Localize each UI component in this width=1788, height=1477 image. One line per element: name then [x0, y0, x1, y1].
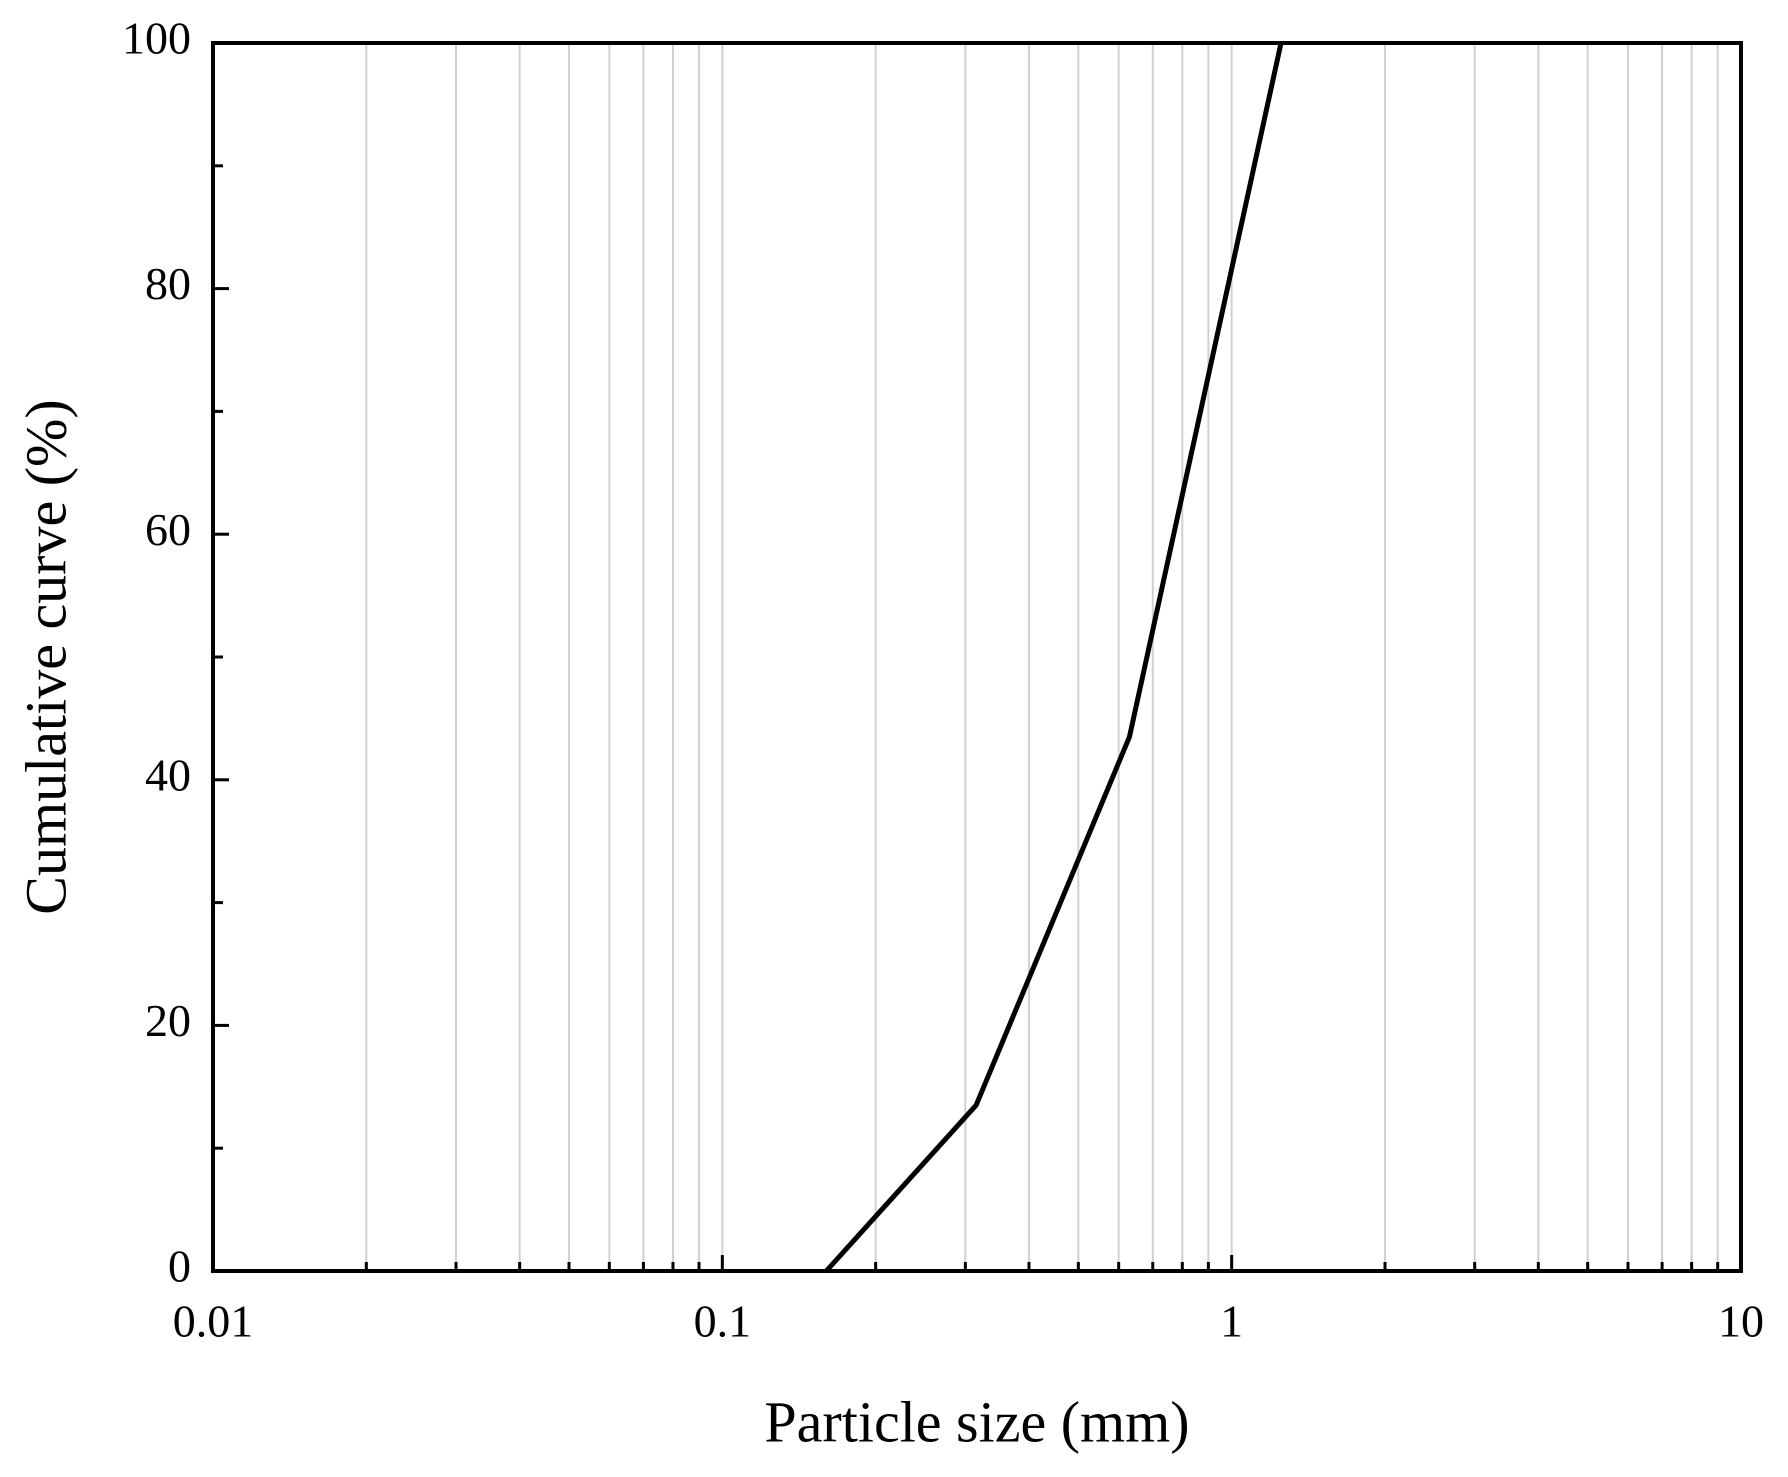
y-tick-label: 100: [122, 13, 191, 64]
y-axis-title: Cumulative curve (%): [13, 399, 78, 914]
x-tick-label: 10: [1718, 1296, 1764, 1347]
x-axis-title: Particle size (mm): [764, 1389, 1189, 1454]
data-line: [824, 42, 1284, 1273]
y-tick-label: 20: [145, 995, 191, 1046]
x-tick-label: 0.1: [694, 1296, 752, 1347]
x-tick-label: 0.01: [173, 1296, 254, 1347]
y-tick-label: 80: [145, 258, 191, 309]
x-tick-label: 1: [1220, 1296, 1243, 1347]
plot-frame: [211, 41, 1743, 1273]
y-tick-label: 40: [145, 749, 191, 800]
y-tick-label: 0: [168, 1241, 191, 1292]
y-tick-label: 60: [145, 504, 191, 555]
